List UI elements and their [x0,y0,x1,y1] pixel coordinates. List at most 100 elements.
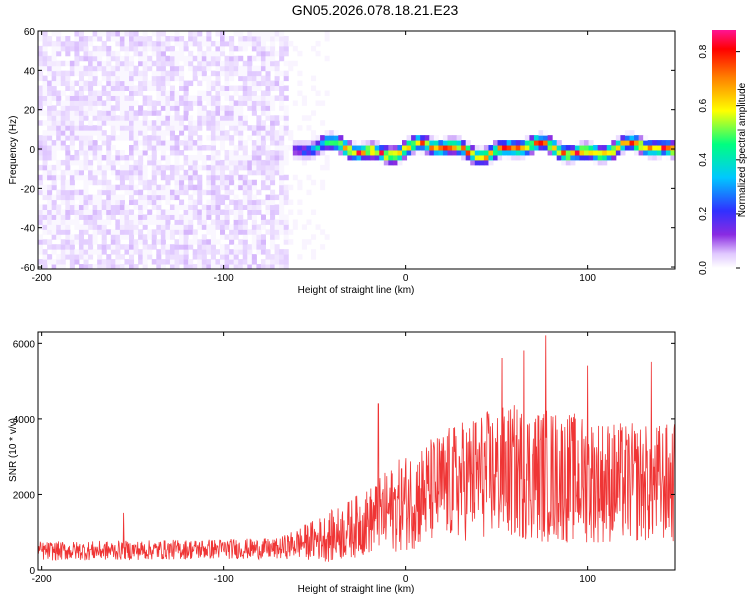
heatmap-cell [597,159,603,166]
heatmap-cell [242,125,248,131]
heatmap-cell [329,140,335,146]
heatmap-cell [206,229,212,235]
heatmap-cell [265,249,271,255]
heatmap-cell [83,184,89,191]
heatmap-cell [129,209,135,215]
heatmap-cell [174,174,180,181]
heatmap-cell [283,50,289,57]
heatmap-cell [138,110,144,116]
heatmap-cell [260,169,266,176]
heatmap-cell [78,204,84,210]
heatmap-cell [133,45,139,52]
heatmap-cell [283,234,289,240]
heatmap-cell [565,159,571,166]
heatmap-cell [133,130,139,136]
heatmap-cell [197,224,203,230]
heatmap-cell [229,100,235,106]
heatmap-cell [101,179,107,186]
heatmap-cell [88,179,94,186]
heatmap-cell [279,115,285,121]
heatmap-cell [210,60,216,67]
heatmap-cell [506,150,512,156]
heatmap-cell [265,164,271,171]
heatmap-cell [156,249,162,255]
heatmap-cell [192,145,198,151]
heatmap-cell [593,159,599,166]
heatmap-cell [38,95,44,101]
heatmap-cell [156,125,162,131]
heatmap-cell [183,209,189,215]
heatmap-cell [260,50,266,57]
heatmap-cell [238,264,244,269]
heatmap-cell [65,164,71,171]
heatmap-cell [251,179,257,186]
heatmap-cell [69,125,75,131]
heatmap-cell [97,244,103,250]
heatmap-cell [238,100,244,106]
heatmap-cell [165,120,171,126]
heatmap-cell [133,174,139,181]
heatmap-cell [69,249,75,255]
heatmap-cell [265,125,271,131]
heatmap-cell [38,31,44,37]
heatmap-cell [361,140,367,146]
heatmap-cell [129,110,135,116]
heatmap-cell [106,159,112,166]
heatmap-cell [260,95,266,101]
heatmap-cell [188,174,194,181]
heatmap-cell [83,244,89,250]
heatmap-cell [197,259,203,265]
heatmap-cell [242,145,248,151]
heatmap-cell [110,115,116,121]
heatmap-cell [197,154,203,161]
heatmap-cell [251,154,257,161]
heatmap-cell [147,135,153,141]
heatmap-cell [69,70,75,77]
heatmap-cell [233,145,239,151]
heatmap-cell [92,199,98,206]
heatmap-cell [270,31,276,37]
heatmap-cell [283,264,289,269]
heatmap-cell [329,145,335,151]
heatmap-cell [56,189,62,196]
heatmap-cell [242,150,248,156]
heatmap-cell [265,35,271,42]
heatmap-cell [547,135,553,141]
heatmap-cell [78,169,84,176]
heatmap-cell [229,174,235,181]
heatmap-cell [229,179,235,186]
heatmap-cell [210,105,216,111]
y-tick-label: 0 [29,566,35,577]
colorbar-tick-label: 0.0 [698,261,709,275]
heatmap-cell [201,259,207,265]
heatmap-cell [115,259,121,265]
heatmap-cell [169,244,175,250]
heatmap-cell [78,244,84,250]
heatmap-cell [78,40,84,47]
heatmap-cell [251,110,257,116]
heatmap-cell [315,90,321,96]
heatmap-cell [406,145,412,151]
heatmap-cell [192,209,198,215]
heatmap-cell [270,120,276,126]
heatmap-cell [147,145,153,151]
heatmap-cell [274,194,280,201]
heatmap-cell [151,75,157,82]
heatmap-cell [461,145,467,151]
heatmap-cell [201,164,207,171]
heatmap-cell [47,154,53,161]
heatmap-cell [292,140,298,146]
heatmap-cell [215,239,221,245]
heatmap-cell [197,239,203,245]
heatmap-cell [283,174,289,181]
heatmap-cell [251,234,257,240]
heatmap-cell [233,264,239,269]
heatmap-cell [156,254,162,260]
heatmap-cell [260,239,266,245]
heatmap-cell [179,140,185,146]
heatmap-cell [283,184,289,191]
heatmap-cell [220,209,226,215]
heatmap-cell [242,174,248,181]
heatmap-cell [156,90,162,96]
heatmap-cell [160,174,166,181]
